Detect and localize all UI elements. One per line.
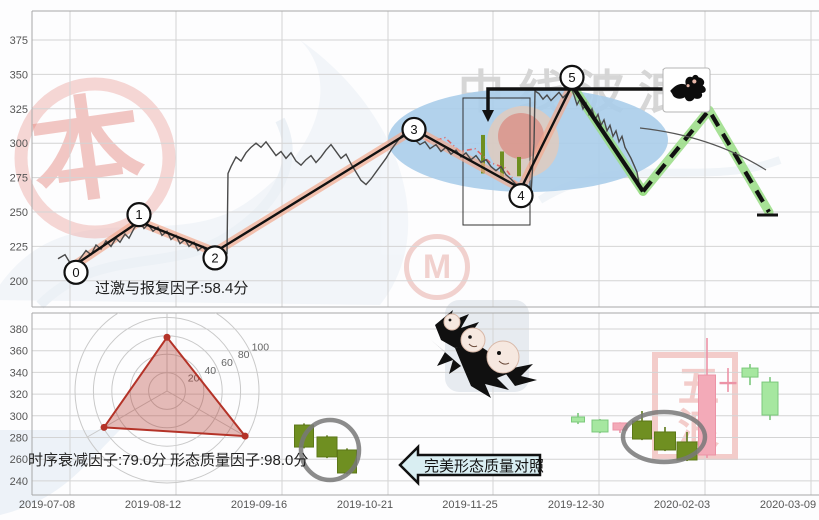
xtick-date: 2019-11-25	[442, 499, 497, 511]
wave-number: 2	[211, 250, 218, 265]
down-arrowhead-icon	[482, 110, 494, 122]
candle-body	[632, 420, 652, 440]
wave-number: 1	[135, 207, 142, 222]
ytick-bottom: 280	[10, 433, 28, 445]
eagle-eye	[468, 335, 472, 339]
eagle-silhouette	[670, 74, 706, 102]
highlight-blob	[498, 113, 544, 159]
xtick-date: 2019-08-12	[125, 499, 181, 511]
eagle-trio-art	[431, 310, 537, 398]
left-arrow-icon	[398, 443, 542, 487]
wave-curl	[36, 117, 293, 309]
ytick-bottom: 380	[10, 324, 28, 336]
wave-descent-line	[570, 84, 645, 193]
ytick-top: 200	[10, 276, 28, 288]
eagle-head-1	[443, 313, 461, 331]
radar-ring-label: 100	[252, 341, 270, 353]
wave-number: 3	[410, 122, 417, 137]
arrow-label: 完美形态质量对照	[424, 458, 544, 475]
xtick-date: 2020-03-09	[760, 499, 816, 511]
ytick-bottom: 320	[10, 389, 28, 401]
ytick-bottom: 360	[10, 346, 28, 358]
radar-vertex-dot	[163, 333, 171, 341]
ytick-top: 325	[10, 104, 28, 116]
projection-dashed-line	[641, 108, 771, 214]
wave-number: 0	[72, 265, 79, 280]
wave-circle	[401, 116, 427, 143]
elbow-annotation-line	[486, 87, 663, 112]
ytick-top: 225	[10, 241, 28, 253]
wave-circle	[559, 64, 585, 91]
eagle-eye	[497, 351, 501, 355]
volume-bar	[481, 134, 485, 174]
axis-ticks: 3753503253002752502252003803603403203002…	[10, 35, 817, 511]
eagle-head-dot	[686, 84, 690, 88]
wave-line	[75, 84, 574, 266]
volume-bar	[500, 151, 504, 178]
radar-ring	[74, 313, 260, 484]
radar-spoke	[166, 390, 247, 438]
wave-circle	[202, 245, 228, 271]
eagle-beak	[498, 360, 510, 365]
top-panel: 0 1 2 3 4 5	[57, 64, 778, 285]
wave-number: 5	[568, 70, 575, 85]
eagle-head-3	[486, 340, 520, 374]
radar-vertex-dot	[241, 432, 249, 440]
radar-ring-label: 40	[204, 365, 216, 377]
candle-body	[571, 416, 585, 423]
ytick-bottom: 340	[10, 367, 28, 379]
annotation-curve	[639, 127, 767, 171]
wave-circle	[126, 202, 152, 228]
eagle-eye	[448, 318, 452, 322]
highlight-circle	[620, 409, 708, 465]
radar-polygon	[102, 335, 248, 438]
red-seal-ring	[14, 77, 176, 239]
radar-ring-label: 80	[238, 349, 250, 361]
eagle-beak	[468, 343, 478, 348]
wave-circle	[508, 183, 534, 209]
xtick-date: 2019-10-21	[337, 499, 393, 511]
candle-body	[761, 381, 779, 416]
candle-body	[741, 367, 759, 378]
ytick-bottom: 300	[10, 411, 28, 423]
wave-foam	[0, 430, 120, 515]
ytick-top: 275	[10, 173, 28, 185]
candle-body	[698, 374, 716, 456]
ytick-top: 375	[10, 35, 28, 47]
radar-spoke	[87, 390, 168, 438]
perfect-pattern-arrow: 完美形态质量对照	[398, 443, 544, 487]
guide-dashed-line	[414, 132, 519, 187]
gridlines	[31, 10, 819, 496]
radar-ring-label: 60	[221, 357, 233, 369]
eagle-head-dot	[692, 79, 697, 84]
xtick-date: 2019-12-30	[548, 499, 604, 511]
eagle-icon	[670, 74, 706, 102]
eagle-head-2	[460, 327, 486, 353]
wave-number: 4	[517, 188, 524, 203]
highlight-circle	[298, 417, 362, 483]
ytick-top: 250	[10, 207, 28, 219]
candle-body	[591, 419, 609, 433]
xtick-date: 2019-09-16	[231, 499, 287, 511]
candle-body	[316, 436, 338, 458]
xtick-date: 2019-07-08	[19, 499, 75, 511]
ytick-top: 350	[10, 69, 28, 81]
ytick-top: 300	[10, 138, 28, 150]
eagle-tail-icon	[431, 340, 461, 374]
volume-bar	[517, 156, 521, 177]
wave-circle	[63, 259, 89, 285]
ytick-bottom: 240	[10, 476, 28, 488]
ytick-bottom: 260	[10, 454, 28, 466]
wave-shape	[0, 40, 409, 305]
candle-body	[654, 431, 676, 451]
xtick-date: 2020-02-03	[654, 499, 710, 511]
radar-vertex-dot	[100, 423, 108, 431]
radar-ring-label: 20	[188, 373, 200, 385]
